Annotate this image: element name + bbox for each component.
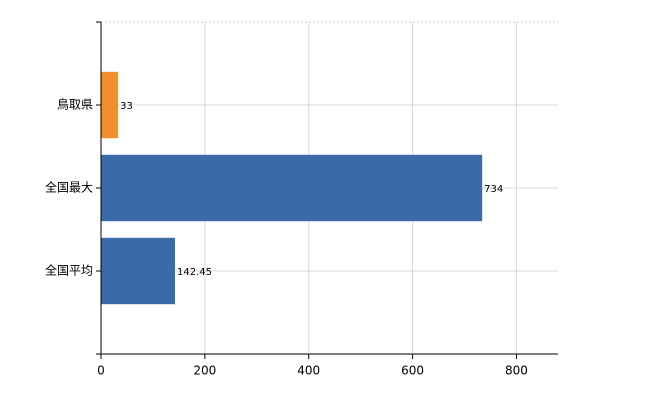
x-tick-label: 800 xyxy=(505,364,528,378)
value-label: 33 xyxy=(120,101,133,112)
x-tick-label: 0 xyxy=(97,364,105,378)
x-tick-label: 400 xyxy=(297,364,320,378)
value-label: 734 xyxy=(484,184,503,195)
bar xyxy=(101,71,119,139)
bar xyxy=(101,154,483,222)
y-tick-label: 全国平均 xyxy=(45,263,93,278)
x-tick-label: 600 xyxy=(401,364,424,378)
y-tick-label: 全国最大 xyxy=(45,180,93,195)
x-tick-label: 200 xyxy=(193,364,216,378)
y-tick-label: 鳥取県 xyxy=(57,97,93,112)
bar xyxy=(101,237,175,305)
value-label: 142.45 xyxy=(177,267,212,278)
